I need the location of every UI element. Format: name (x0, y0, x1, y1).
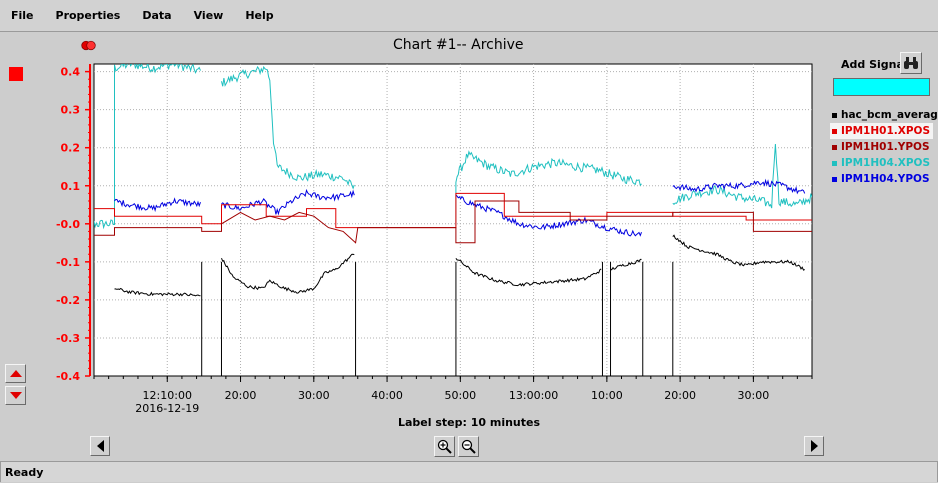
chart-svg: 0.4 0.3 0.2 0.1 -0.0 -0.1 -0.2 -0.3 -0.4 12:10:00… (56, 63, 813, 415)
x-tick-label: 30:00 (738, 389, 770, 402)
binoculars-icon (904, 57, 918, 69)
zoom-in-button[interactable] (434, 436, 455, 457)
y-tick-label: -0.1 (56, 256, 80, 269)
x-tick-label: 12:10:00 (143, 389, 192, 402)
arrow-left-icon (96, 440, 104, 452)
series-line-hac-bcm-average (610, 258, 642, 271)
series-line-ipm1h04-ypos (455, 194, 642, 237)
legend-item[interactable]: hac_bcm_average (830, 107, 938, 123)
add-signal-input[interactable] (833, 78, 930, 96)
legend-item[interactable]: IPM1H01.YPOS (830, 139, 938, 155)
series-line-hac-bcm-average (672, 234, 805, 271)
series-line-hac-bcm-average (455, 258, 602, 287)
series-line-ipm1h01-xpos (94, 192, 812, 229)
legend-label: IPM1H01.XPOS (841, 125, 931, 137)
legend-item[interactable]: IPM1H04.XPOS (830, 155, 938, 171)
label-step: Label step: 10 minutes (398, 416, 541, 429)
legend-label: hac_bcm_average (841, 109, 938, 121)
y-tick-label: -0.2 (56, 294, 80, 307)
legend-swatch (832, 113, 837, 118)
arrow-right-icon (810, 440, 818, 452)
menu-view[interactable]: View (193, 9, 224, 22)
x-date-label: 2016-12-19 (135, 402, 199, 415)
series-line-ipm1h04-ypos (672, 178, 806, 195)
menu-bar: File Properties Data View Help (0, 0, 938, 32)
chart-title: Chart #1-- Archive (393, 37, 524, 53)
legend-label: IPM1H04.YPOS (841, 173, 930, 185)
legend-swatch (832, 161, 837, 166)
x-tick-label: 20:00 (225, 389, 257, 402)
series-line-ipm1h04-xpos (94, 64, 201, 230)
arrow-up-icon (9, 370, 22, 377)
scroll-right-button[interactable] (804, 436, 824, 456)
y-axis-color-indicator[interactable] (9, 67, 23, 81)
x-tick-label: 13:00:00 (509, 389, 558, 402)
menu-data[interactable]: Data (142, 9, 172, 22)
binoculars-button[interactable] (900, 52, 922, 74)
series-line-ipm1h01-ypos (94, 200, 812, 244)
scroll-down-button[interactable] (5, 386, 26, 405)
y-tick-label: -0.4 (56, 370, 80, 383)
legend-swatch (832, 145, 837, 150)
series-line-ipm1h04-xpos (672, 143, 812, 209)
zoom-in-icon (437, 439, 452, 454)
scroll-up-button[interactable] (5, 364, 26, 383)
add-signal-label: Add Signal (841, 58, 908, 71)
series-line-hac-bcm-average (221, 253, 355, 294)
scroll-left-button[interactable] (90, 436, 110, 456)
legend-label: IPM1H01.YPOS (841, 141, 930, 153)
y-tick-label: 0.2 (61, 142, 81, 155)
y-tick-label: 0.1 (61, 180, 81, 193)
legend-swatch (832, 129, 837, 134)
series-line-ipm1h04-xpos (455, 150, 642, 226)
series-line-ipm1h04-ypos (114, 197, 201, 213)
plot-area (93, 63, 813, 377)
y-tick-label: -0.0 (56, 218, 80, 231)
y-tick-label: 0.4 (61, 66, 81, 79)
y-tick-label: -0.3 (56, 332, 80, 345)
legend-label: IPM1H04.XPOS (841, 157, 931, 169)
series-line-ipm1h04-ypos (221, 188, 355, 216)
x-tick-label: 50:00 (444, 389, 476, 402)
record-icon[interactable] (81, 40, 96, 51)
y-tick-label: 0.3 (61, 104, 81, 117)
zoom-out-button[interactable] (458, 436, 479, 457)
x-tick-label: 20:00 (664, 389, 696, 402)
menu-file[interactable]: File (11, 9, 34, 22)
x-tick-label: 30:00 (298, 389, 330, 402)
arrow-down-icon (9, 392, 22, 399)
zoom-out-icon (461, 439, 476, 454)
x-tick-label: 40:00 (371, 389, 403, 402)
series-line-ipm1h04-xpos (221, 65, 355, 190)
x-tick-label: 10:00 (591, 389, 623, 402)
status-text: Ready (5, 466, 44, 479)
menu-properties[interactable]: Properties (55, 9, 121, 22)
legend-swatch (832, 177, 837, 182)
status-bar: Ready (0, 461, 938, 482)
menu-help[interactable]: Help (245, 9, 274, 22)
series-line-hac-bcm-average (114, 287, 201, 297)
legend: hac_bcm_average IPM1H01.XPOS IPM1H01.YPO… (830, 107, 938, 187)
legend-item[interactable]: IPM1H04.YPOS (830, 171, 938, 187)
legend-item[interactable]: IPM1H01.XPOS (830, 123, 933, 139)
